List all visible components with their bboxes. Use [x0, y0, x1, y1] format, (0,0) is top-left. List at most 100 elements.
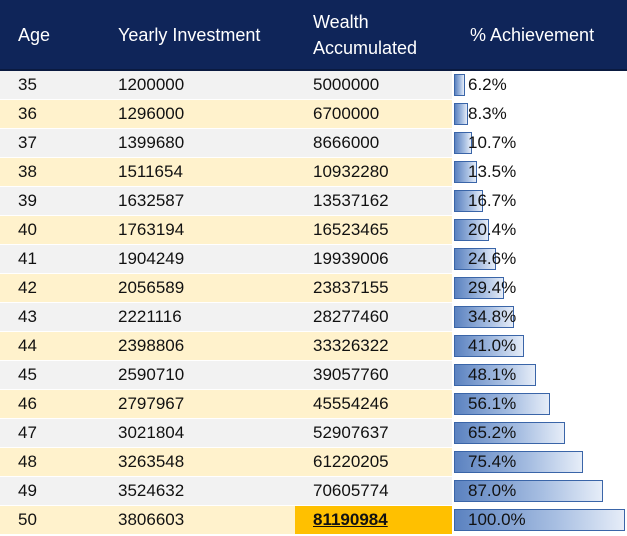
cell-investment[interactable]: 3021804 — [100, 418, 295, 448]
cell-age[interactable]: 44 — [0, 331, 100, 361]
cell-wealth[interactable]: 13537162 — [295, 186, 452, 216]
cell-wealth[interactable]: 6700000 — [295, 99, 452, 129]
cell-wealth[interactable]: 39057760 — [295, 360, 452, 390]
cell-age[interactable]: 37 — [0, 128, 100, 158]
header-investment[interactable]: Yearly Investment — [100, 0, 295, 70]
achievement-data-bar — [454, 218, 489, 241]
table-row: 48 3263548 61220205 75.4% — [0, 447, 627, 477]
table-row: 46 2797967 45554246 56.1% — [0, 389, 627, 419]
table-body: 35 1200000 5000000 6.2% 36 1296000 6700000 8.3%… — [0, 70, 627, 535]
cell-wealth[interactable]: 33326322 — [295, 331, 452, 361]
achievement-data-bar — [454, 74, 465, 96]
cell-investment[interactable]: 3806603 — [100, 505, 295, 535]
achievement-value: 8.3% — [468, 103, 507, 123]
cell-age[interactable]: 49 — [0, 476, 100, 506]
cell-investment[interactable]: 2590710 — [100, 360, 295, 390]
cell-age[interactable]: 42 — [0, 273, 100, 303]
cell-achievement[interactable]: 10.7% — [452, 128, 627, 158]
cell-age[interactable]: 41 — [0, 244, 100, 274]
cell-achievement[interactable]: 29.4% — [452, 273, 627, 303]
cell-investment[interactable]: 1296000 — [100, 99, 295, 129]
table-row: 50 3806603 81190984 100.0% — [0, 505, 627, 535]
cell-achievement[interactable]: 6.2% — [452, 70, 627, 100]
header-wealth[interactable]: Wealth Accumulated — [295, 0, 452, 70]
achievement-data-bar — [454, 421, 566, 444]
achievement-data-bar — [454, 189, 483, 212]
achievement-value: 16.7% — [468, 190, 517, 210]
achievement-data-bar — [454, 102, 469, 125]
cell-wealth[interactable]: 8666000 — [295, 128, 452, 158]
cell-investment[interactable]: 3263548 — [100, 447, 295, 477]
cell-age[interactable]: 48 — [0, 447, 100, 477]
cell-achievement[interactable]: 75.4% — [452, 447, 627, 477]
cell-age[interactable]: 47 — [0, 418, 100, 448]
cell-achievement[interactable]: 13.5% — [452, 157, 627, 187]
cell-achievement[interactable]: 34.8% — [452, 302, 627, 332]
cell-wealth[interactable]: 10932280 — [295, 157, 452, 187]
cell-achievement[interactable]: 48.1% — [452, 360, 627, 390]
cell-wealth[interactable]: 61220205 — [295, 447, 452, 477]
header-age[interactable]: Age — [0, 0, 100, 70]
achievement-data-bar — [454, 363, 537, 386]
cell-investment[interactable]: 1399680 — [100, 128, 295, 158]
cell-wealth[interactable]: 23837155 — [295, 273, 452, 303]
achievement-data-bar — [454, 160, 478, 183]
achievement-data-bar — [454, 479, 603, 502]
cell-age[interactable]: 43 — [0, 302, 100, 332]
cell-achievement[interactable]: 87.0% — [452, 476, 627, 506]
cell-wealth[interactable]: 16523465 — [295, 215, 452, 245]
achievement-data-bar — [454, 276, 505, 299]
achievement-value: 29.4% — [468, 277, 517, 297]
cell-wealth[interactable]: 28277460 — [295, 302, 452, 332]
cell-investment[interactable]: 2221116 — [100, 302, 295, 332]
cell-age[interactable]: 50 — [0, 505, 100, 535]
cell-achievement[interactable]: 100.0% — [452, 505, 627, 535]
cell-investment[interactable]: 1632587 — [100, 186, 295, 216]
cell-age[interactable]: 36 — [0, 99, 100, 129]
cell-wealth-highlighted[interactable]: 81190984 — [295, 505, 452, 535]
cell-age[interactable]: 39 — [0, 186, 100, 216]
achievement-data-bar — [454, 392, 550, 415]
cell-wealth[interactable]: 45554246 — [295, 389, 452, 419]
cell-age[interactable]: 38 — [0, 157, 100, 187]
achievement-value: 10.7% — [468, 132, 517, 152]
header-achievement[interactable]: % Achievement — [452, 0, 627, 70]
cell-wealth[interactable]: 52907637 — [295, 418, 452, 448]
cell-achievement[interactable]: 65.2% — [452, 418, 627, 448]
table-row: 45 2590710 39057760 48.1% — [0, 360, 627, 390]
cell-investment[interactable]: 2398806 — [100, 331, 295, 361]
achievement-data-bar — [454, 247, 497, 270]
cell-age[interactable]: 46 — [0, 389, 100, 419]
table-row: 42 2056589 23837155 29.4% — [0, 273, 627, 303]
cell-investment[interactable]: 1200000 — [100, 70, 295, 100]
achievement-value: 24.6% — [468, 248, 517, 268]
cell-achievement[interactable]: 16.7% — [452, 186, 627, 216]
cell-wealth[interactable]: 70605774 — [295, 476, 452, 506]
cell-investment[interactable]: 3524632 — [100, 476, 295, 506]
cell-wealth[interactable]: 19939006 — [295, 244, 452, 274]
cell-achievement[interactable]: 20.4% — [452, 215, 627, 245]
cell-investment[interactable]: 1511654 — [100, 157, 295, 187]
achievement-value: 65.2% — [468, 422, 517, 442]
cell-investment[interactable]: 1763194 — [100, 215, 295, 245]
cell-age[interactable]: 40 — [0, 215, 100, 245]
cell-achievement[interactable]: 41.0% — [452, 331, 627, 361]
cell-achievement[interactable]: 8.3% — [452, 99, 627, 129]
cell-achievement[interactable]: 56.1% — [452, 389, 627, 419]
cell-investment[interactable]: 2056589 — [100, 273, 295, 303]
cell-wealth[interactable]: 5000000 — [295, 70, 452, 100]
table-row: 43 2221116 28277460 34.8% — [0, 302, 627, 332]
cell-investment[interactable]: 1904249 — [100, 244, 295, 274]
achievement-data-bar — [454, 305, 514, 328]
table-row: 40 1763194 16523465 20.4% — [0, 215, 627, 245]
table-row: 35 1200000 5000000 6.2% — [0, 70, 627, 100]
cell-age[interactable]: 35 — [0, 70, 100, 100]
table-header: Age Yearly Investment Wealth Accumulated… — [0, 0, 627, 70]
cell-achievement[interactable]: 24.6% — [452, 244, 627, 274]
cell-age[interactable]: 45 — [0, 360, 100, 390]
cell-investment[interactable]: 2797967 — [100, 389, 295, 419]
achievement-value: 13.5% — [468, 161, 517, 181]
achievement-data-bar — [454, 508, 625, 531]
table-row: 49 3524632 70605774 87.0% — [0, 476, 627, 506]
